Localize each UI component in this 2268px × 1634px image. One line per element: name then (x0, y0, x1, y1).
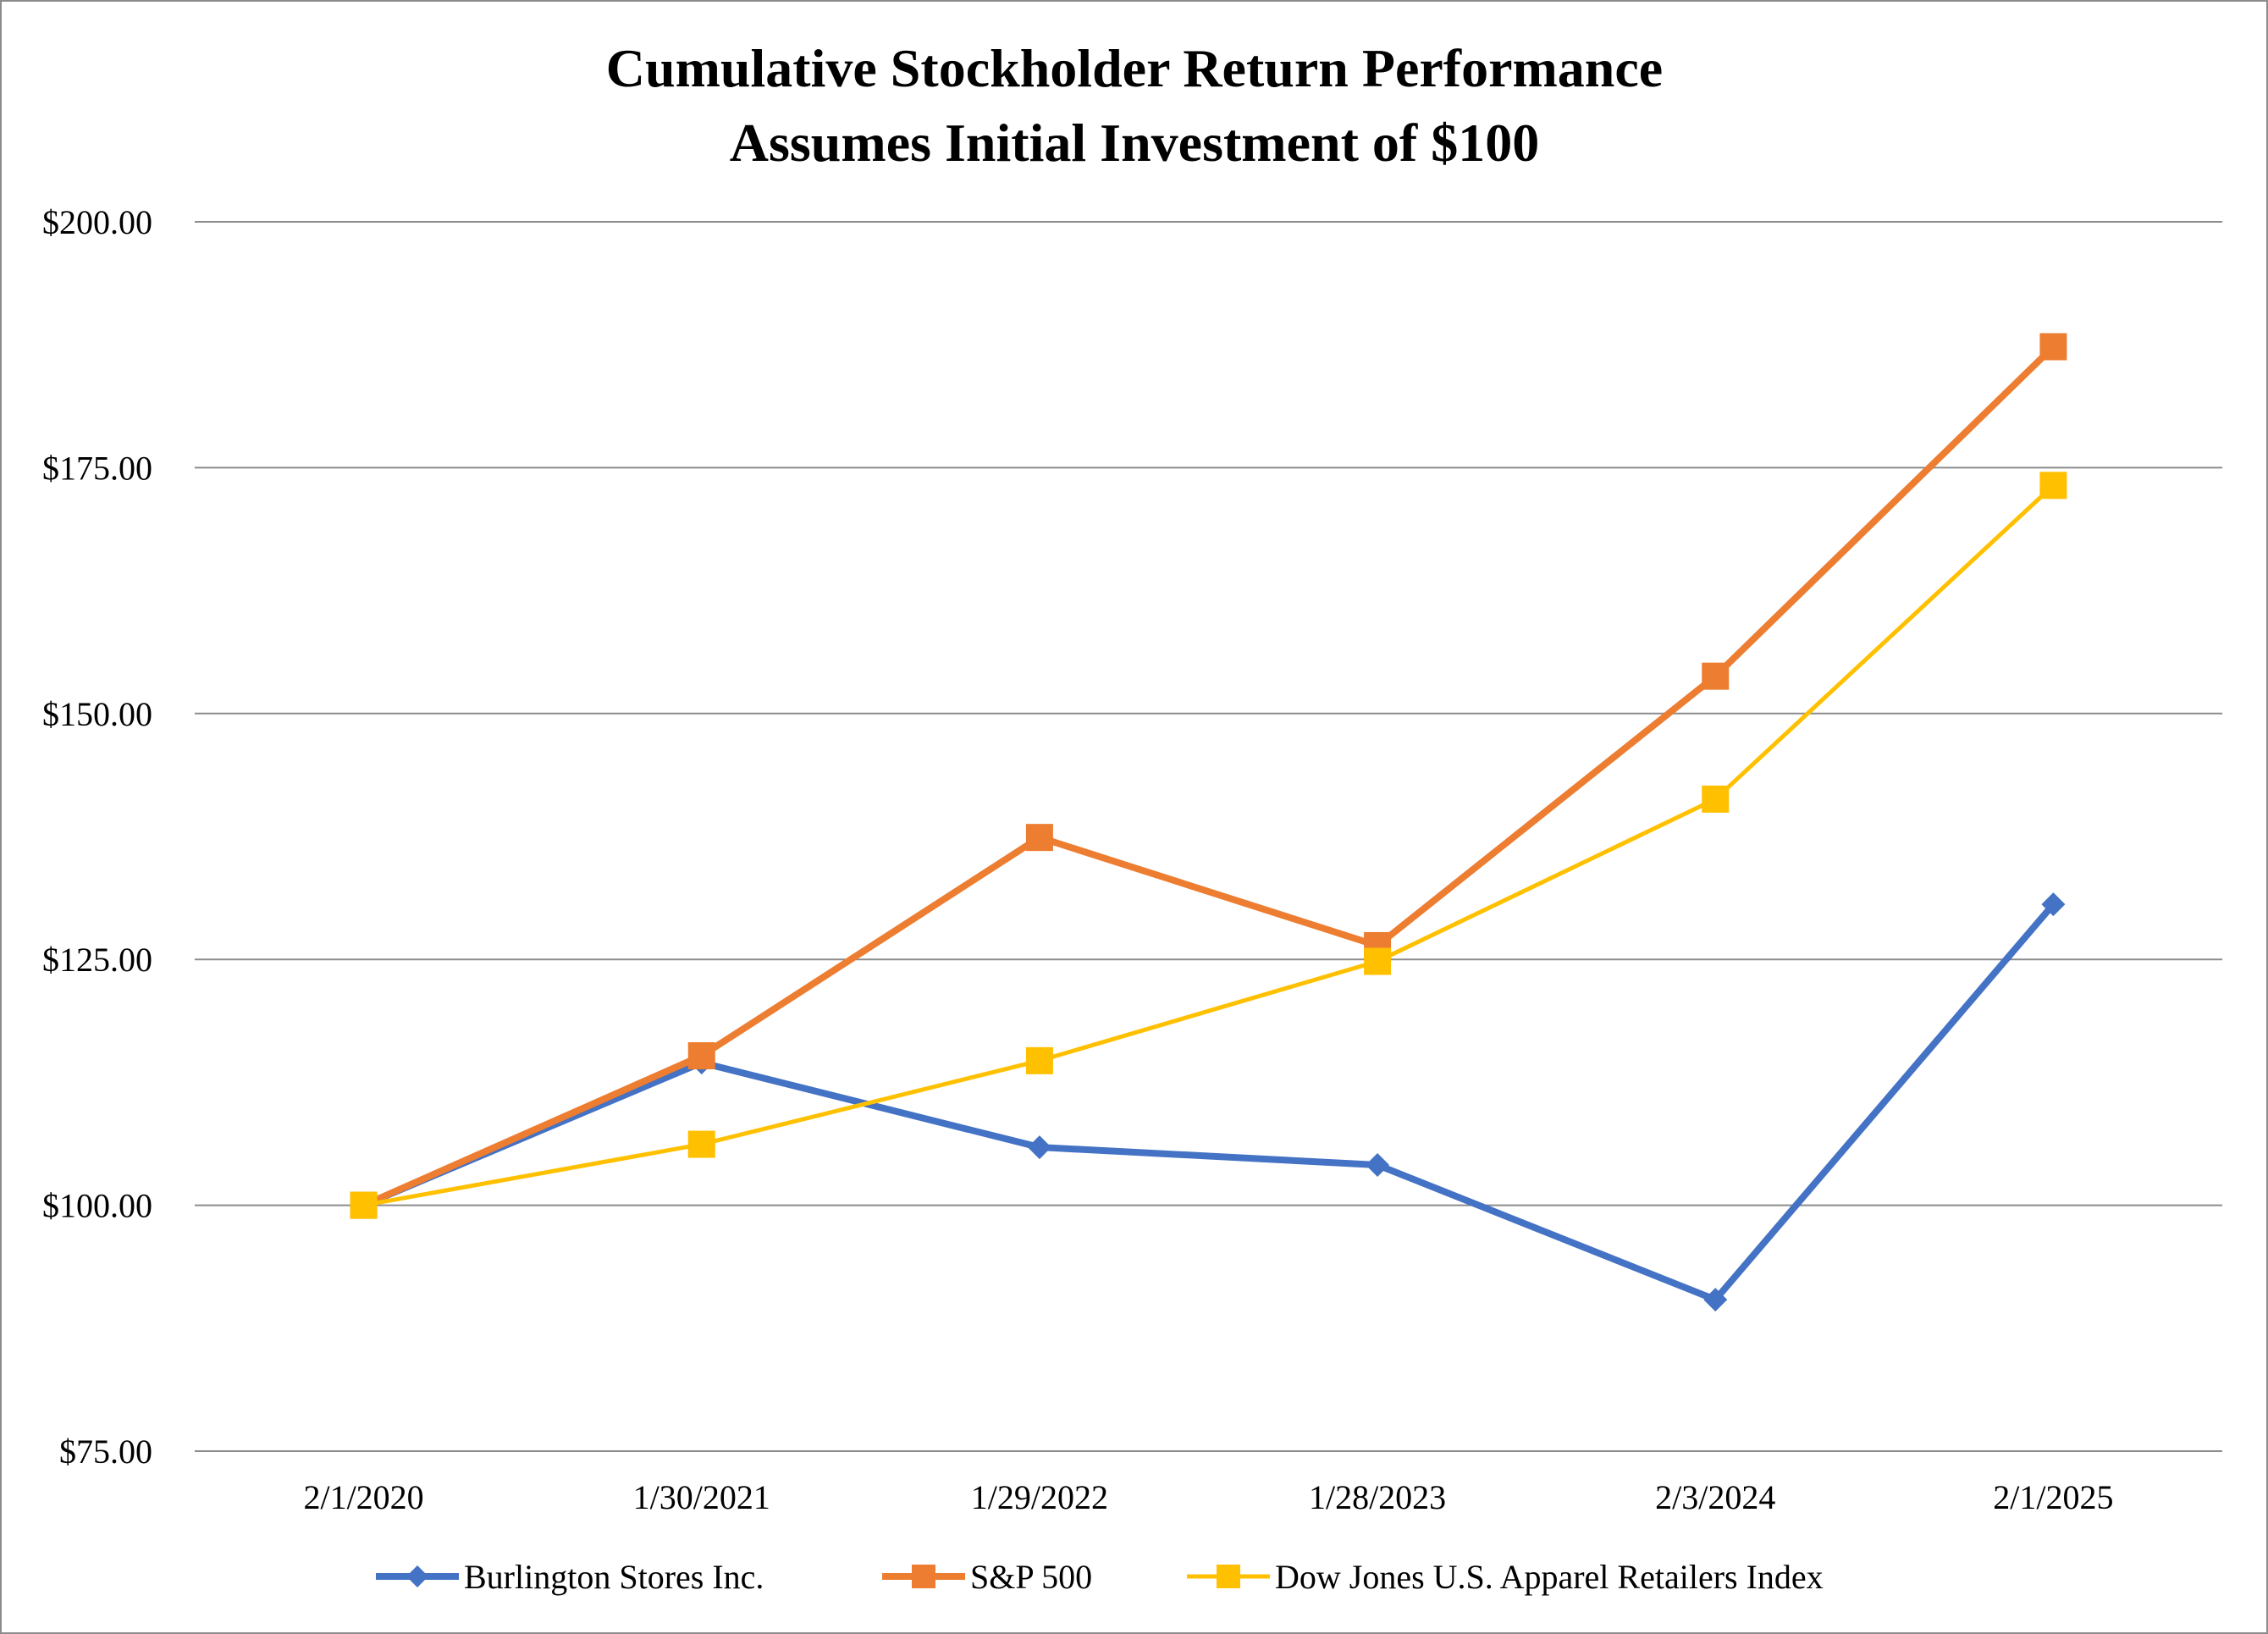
data-point (1025, 1046, 1053, 1074)
data-point (1702, 785, 1730, 813)
series-group (350, 472, 2067, 1219)
x-axis-ticks: 2/1/2020 1/30/2021 1/29/2022 1/28/2023 2/3/2… (303, 1478, 2113, 1516)
data-point (1027, 1135, 1051, 1160)
data-point (1702, 662, 1730, 690)
legend-item: S&P 500 (882, 1558, 1092, 1596)
data-point (350, 1191, 378, 1219)
data-point (1025, 824, 1053, 852)
x-tick-label: 1/28/2023 (1309, 1478, 1446, 1516)
data-point (687, 1042, 715, 1070)
series-layer (350, 333, 2067, 1312)
legend-item: Burlington Stores Inc. (376, 1558, 764, 1596)
x-tick-label: 2/1/2025 (1993, 1478, 2113, 1516)
x-tick-label: 1/30/2021 (633, 1478, 770, 1516)
legend-item: Dow Jones U.S. Apparel Retailers Index (1187, 1558, 1824, 1596)
y-tick-label: $75.00 (59, 1433, 152, 1471)
grid-lines (195, 221, 2222, 1452)
legend-label: S&P 500 (970, 1558, 1092, 1596)
x-tick-label: 1/29/2022 (971, 1478, 1108, 1516)
legend: Burlington Stores Inc. S&P 500 Dow Jones U… (376, 1558, 1824, 1596)
legend-label: Burlington Stores Inc. (464, 1558, 764, 1596)
data-point (2039, 472, 2067, 500)
series-group (350, 333, 2067, 1219)
legend-label: Dow Jones U.S. Apparel Retailers Index (1275, 1558, 1824, 1596)
data-point (2041, 892, 2066, 917)
chart-subtitle: Assumes Initial Investment of $100 (730, 113, 1539, 173)
data-point (2039, 333, 2067, 361)
x-tick-label: 2/3/2024 (1655, 1478, 1775, 1516)
data-point (1366, 1152, 1390, 1177)
legend-marker (1217, 1565, 1240, 1588)
y-tick-label: $175.00 (42, 449, 152, 487)
y-tick-label: $100.00 (42, 1187, 152, 1225)
legend-marker (406, 1565, 428, 1587)
data-point (687, 1130, 715, 1158)
series-group (351, 892, 2066, 1312)
y-axis-ticks: $75.00 $100.00 $125.00 $150.00 $175.00 $200.0… (42, 203, 152, 1471)
series-line (362, 902, 2056, 1304)
x-tick-label: 2/1/2020 (303, 1478, 423, 1516)
series-line (361, 344, 2056, 1209)
series-line (363, 483, 2056, 1208)
y-tick-label: $125.00 (42, 941, 152, 979)
data-point (1364, 947, 1392, 975)
legend-marker (912, 1565, 935, 1588)
y-tick-label: $200.00 (42, 203, 152, 241)
y-tick-label: $150.00 (42, 695, 152, 733)
data-point (1703, 1288, 1728, 1312)
chart-title: Cumulative Stockholder Return Performanc… (606, 38, 1663, 98)
